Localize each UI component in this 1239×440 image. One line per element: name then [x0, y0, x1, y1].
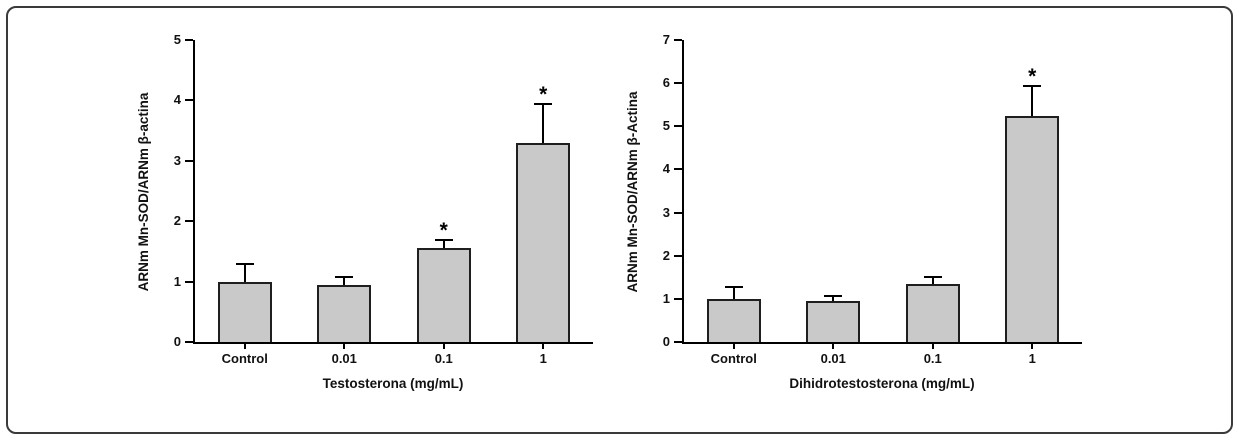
error-bar	[442, 239, 445, 249]
y-axis-tick-label: 7	[662, 32, 670, 47]
y-axis-tick	[674, 168, 682, 171]
error-bar-cap	[434, 239, 453, 242]
bar	[416, 248, 471, 342]
y-axis-tick	[185, 341, 193, 343]
bar	[1005, 115, 1060, 342]
y-axis-tick	[674, 211, 682, 214]
y-axis-tick-label: 4	[662, 161, 670, 177]
error-bar-cap	[724, 285, 743, 288]
significance-asterisk: *	[1028, 65, 1037, 89]
y-axis-tick	[185, 99, 193, 102]
y-axis-tick	[185, 39, 193, 41]
error-bar-cap	[1023, 85, 1042, 88]
error-bar	[542, 103, 545, 143]
chart-dihidrotestosterona: ARNm Mn-SOD/ARNm β-Actina 0 1 2 3 4 5 6 7 Contro…	[507, 16, 1107, 428]
category-label: 1	[539, 351, 547, 366]
y-axis-tick-label: 2	[662, 247, 670, 263]
plot-area: 0 1 2 3 4 5 6 7 Control 0.01 0.1 * 1	[663, 32, 1082, 366]
y-axis-tick	[185, 280, 193, 283]
error-bar	[732, 285, 735, 299]
category-label: 1	[1028, 351, 1036, 366]
y-axis-tick-label: 1	[662, 290, 670, 306]
category-label: 0.1	[923, 351, 942, 366]
bar	[516, 142, 571, 342]
bar	[706, 298, 761, 342]
y-axis-tick-label: 0	[173, 334, 181, 349]
figure-border: ARNm Mn-SOD/ARNm β-actina 0 1 2 3 4 5 Control 0…	[6, 6, 1233, 434]
bar	[217, 281, 272, 342]
x-axis-tick	[542, 344, 545, 349]
x-axis-tick	[1031, 344, 1034, 349]
y-axis-tick	[674, 254, 682, 257]
category-label: Control	[710, 351, 757, 366]
y-axis-tick-label: 6	[662, 75, 670, 91]
bar	[806, 301, 861, 342]
y-axis-tick	[185, 220, 193, 223]
error-bar-cap	[923, 276, 942, 278]
y-axis-tick-label: 2	[173, 213, 181, 229]
chart-testosterona: ARNm Mn-SOD/ARNm β-actina 0 1 2 3 4 5 Control 0…	[18, 16, 618, 428]
y-axis-tick-label: 0	[662, 334, 670, 349]
x-axis-tick	[442, 344, 445, 349]
y-axis-tick	[674, 82, 682, 85]
error-bar	[243, 263, 246, 282]
significance-asterisk: *	[539, 83, 548, 107]
y-axis-tick-label: 5	[662, 118, 670, 134]
y-axis-tick-label: 1	[173, 273, 181, 289]
y-axis-tick	[185, 159, 193, 162]
y-axis-tick	[674, 297, 682, 300]
y-axis-tick	[674, 125, 682, 128]
category-label: 0.1	[434, 351, 453, 366]
y-axis-tick-label: 3	[662, 204, 670, 220]
plot-area: 0 1 2 3 4 5 Control 0.01 * 0.1 * 1	[174, 32, 593, 366]
y-axis-tick	[674, 39, 682, 41]
error-bar	[1031, 85, 1034, 116]
error-bar	[931, 276, 934, 284]
x-axis-tick	[343, 344, 346, 349]
error-bar-cap	[534, 103, 553, 106]
error-bar	[343, 275, 346, 285]
x-axis-label: Dihidrotestosterona (mg/mL)	[789, 376, 975, 391]
error-bar-cap	[824, 294, 843, 297]
category-label: 0.01	[820, 351, 846, 366]
error-bar-cap	[335, 275, 354, 278]
bar	[317, 284, 372, 342]
y-axis-tick-label: 3	[173, 152, 181, 168]
y-axis-tick-label: 5	[173, 32, 181, 47]
x-axis-tick	[243, 344, 246, 349]
x-axis-tick	[732, 344, 735, 349]
x-axis-tick	[832, 344, 835, 349]
significance-asterisk: *	[439, 219, 448, 243]
x-axis-label: Testosterona (mg/mL)	[322, 376, 464, 391]
bar	[905, 283, 960, 342]
y-axis-tick-label: 4	[173, 92, 181, 108]
category-label: Control	[221, 351, 268, 366]
y-axis-tick	[674, 341, 682, 343]
y-axis-label: ARNm Mn-SOD/ARNm β-actina	[136, 92, 151, 292]
x-axis-tick	[931, 344, 934, 349]
error-bar-cap	[235, 263, 254, 266]
category-label: 0.01	[331, 351, 357, 366]
error-bar	[832, 294, 835, 302]
